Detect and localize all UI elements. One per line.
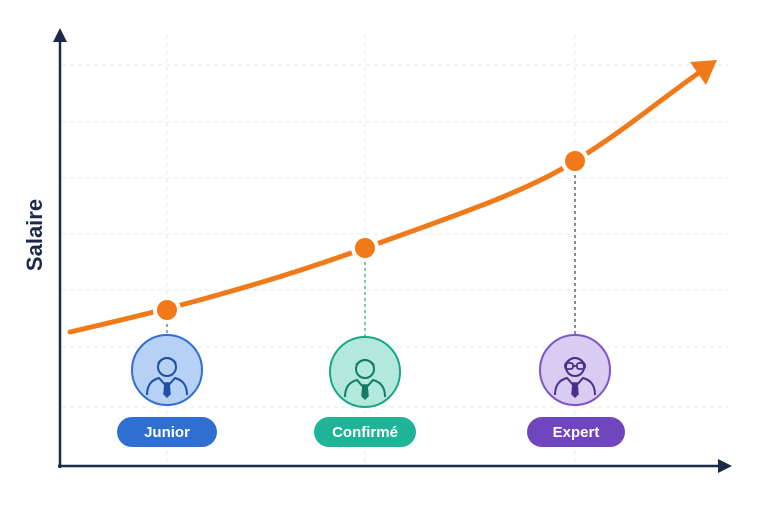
axes	[53, 28, 732, 473]
salary-curve	[67, 60, 717, 335]
avatar-confirme	[329, 336, 401, 408]
level-label: Confirmé	[332, 424, 398, 441]
level-label: Junior	[144, 424, 190, 441]
level-junior: Junior	[117, 417, 217, 447]
level-label: Expert	[553, 424, 600, 441]
level-expert: Expert	[527, 417, 625, 447]
avatar-expert	[539, 334, 611, 406]
milestones	[153, 147, 589, 324]
avatar-junior	[131, 334, 203, 406]
y-axis-label: Salaire	[22, 199, 47, 271]
level-confirme: Confirmé	[314, 417, 416, 447]
